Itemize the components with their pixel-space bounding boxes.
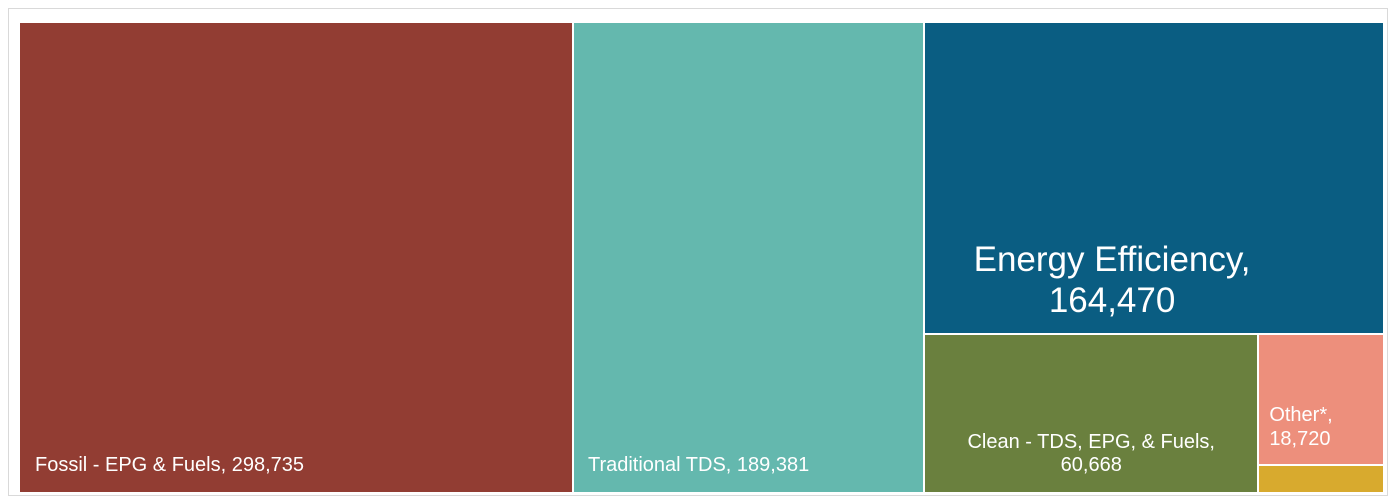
tile-clean-tds-epg-fuels: Clean - TDS, EPG, & Fuels, 60,668	[925, 335, 1260, 494]
label-traditional-line1: Traditional TDS, 189,381	[587, 454, 810, 477]
label-traditional-tds: Traditional TDS, 189,381	[588, 454, 809, 478]
treemap: Fossil - EPG & Fuels, 298,735 Traditiona…	[20, 23, 1385, 494]
label-energy-line2: 164,470	[1048, 281, 1176, 321]
label-clean-line2: 60,668	[1060, 454, 1122, 477]
label-energy-line1: Energy Efficiency,	[973, 239, 1251, 279]
label-other-line1: Other*,	[1269, 404, 1333, 427]
label-energy-efficiency: Energy Efficiency, 164,470	[925, 239, 1383, 322]
tile-traditional-tds: Traditional TDS, 189,381	[573, 23, 926, 494]
tile-energy-efficiency: Energy Efficiency, 164,470	[925, 23, 1385, 336]
label-fossil-line1: Fossil - EPG & Fuels, 298,735	[35, 454, 305, 477]
tile-unlabeled-small	[1259, 465, 1385, 494]
label-fossil-epg-fuels: Fossil - EPG & Fuels, 298,735	[35, 454, 304, 478]
tile-other: Other*, 18,720	[1259, 335, 1385, 466]
label-clean-line1: Clean - TDS, EPG, & Fuels,	[967, 430, 1215, 453]
label-other: Other*, 18,720	[1269, 404, 1332, 451]
label-clean-tds-epg-fuels: Clean - TDS, EPG, & Fuels, 60,668	[925, 431, 1257, 478]
tile-fossil-epg-fuels: Fossil - EPG & Fuels, 298,735	[20, 23, 574, 494]
label-other-line2: 18,720	[1269, 427, 1331, 450]
